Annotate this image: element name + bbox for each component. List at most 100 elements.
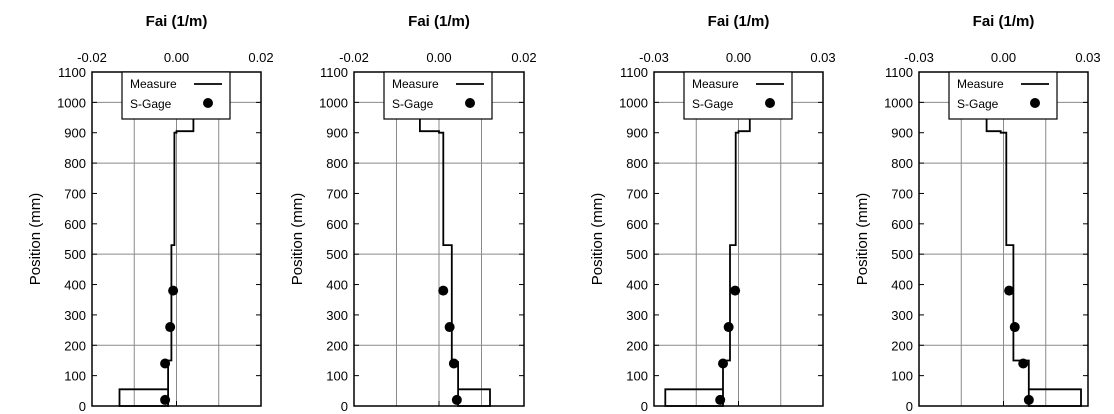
y-axis-title: Position (mm) xyxy=(27,193,44,286)
y-tick-label: 1100 xyxy=(885,65,913,80)
legend-label-measure: Measure xyxy=(692,77,739,91)
y-tick-label: 800 xyxy=(891,156,913,171)
legend-label-sgage: S-Gage xyxy=(957,97,999,111)
y-tick-label: 1000 xyxy=(884,95,913,110)
y-tick-label: 200 xyxy=(326,338,348,353)
legend: Measure S-Gage xyxy=(383,71,493,120)
series-sgage-point xyxy=(715,394,726,405)
y-tick-label: 200 xyxy=(626,338,648,353)
y-axis-title: Position (mm) xyxy=(589,193,606,286)
series-sgage-point xyxy=(723,322,734,333)
y-tick-label: 1000 xyxy=(57,95,86,110)
series-measure-line xyxy=(664,90,751,407)
legend-box xyxy=(683,71,793,120)
x-tick-label: -0.02 xyxy=(339,50,369,65)
legend: Measure S-Gage xyxy=(948,71,1058,120)
legend-label-sgage: S-Gage xyxy=(692,97,734,111)
legend-label-measure: Measure xyxy=(957,77,1004,91)
x-tick-label: -0.03 xyxy=(639,50,669,65)
series-sgage-point xyxy=(1004,285,1015,296)
y-tick-label: 300 xyxy=(326,308,348,323)
y-tick-label: 500 xyxy=(626,247,648,262)
y-tick-label: 1000 xyxy=(319,95,348,110)
legend-swatch-sgage xyxy=(1030,98,1040,108)
series-sgage-point xyxy=(1018,358,1029,369)
y-tick-label: 400 xyxy=(891,278,913,293)
y-tick-label: 0 xyxy=(641,399,648,414)
y-tick-label: 600 xyxy=(326,217,348,232)
y-tick-label: 0 xyxy=(341,399,348,414)
x-tick-label: 0.00 xyxy=(991,50,1016,65)
x-tick-label: -0.02 xyxy=(77,50,107,65)
y-tick-label: 400 xyxy=(626,278,648,293)
y-tick-label: 1000 xyxy=(619,95,648,110)
y-tick-label: 1100 xyxy=(320,65,348,80)
series-measure-line xyxy=(419,90,491,407)
y-tick-label: 300 xyxy=(891,308,913,323)
y-tick-label: 700 xyxy=(326,186,348,201)
x-axis-title: Fai (1/m) xyxy=(408,13,470,30)
series-sgage-point xyxy=(730,285,741,296)
y-tick-label: 100 xyxy=(64,369,86,384)
legend-label-measure: Measure xyxy=(130,77,177,91)
legend: Measure S-Gage xyxy=(683,71,793,120)
legend-label-measure: Measure xyxy=(392,77,439,91)
y-tick-label: 900 xyxy=(64,126,86,141)
y-tick-label: 400 xyxy=(326,278,348,293)
legend-box xyxy=(948,71,1058,120)
y-tick-label: 800 xyxy=(326,156,348,171)
legend-box xyxy=(121,71,231,120)
legend-label-sgage: S-Gage xyxy=(392,97,434,111)
series-sgage-point xyxy=(448,358,459,369)
y-tick-label: 600 xyxy=(891,217,913,232)
y-tick-label: 300 xyxy=(64,308,86,323)
chart-panel-4: 0 100 200 300 400 500 600 700 800 900 1000 1100-0.0… xyxy=(854,13,1101,414)
series-sgage-point xyxy=(1023,394,1034,405)
y-tick-label: 700 xyxy=(626,186,648,201)
y-tick-label: 1100 xyxy=(58,65,86,80)
legend-swatch-sgage xyxy=(465,98,475,108)
y-tick-label: 200 xyxy=(64,338,86,353)
chart-panel-3: 0 100 200 300 400 500 600 700 800 900 1000 1100-0.0… xyxy=(589,13,836,414)
x-tick-label: 0.00 xyxy=(726,50,751,65)
series-sgage-point xyxy=(444,322,455,333)
y-tick-label: 200 xyxy=(891,338,913,353)
series-sgage-point xyxy=(718,358,729,369)
x-axis-title: Fai (1/m) xyxy=(146,13,208,30)
y-tick-label: 500 xyxy=(64,247,86,262)
legend: Measure S-Gage xyxy=(121,71,231,120)
series-measure-line xyxy=(985,90,1082,407)
y-tick-label: 700 xyxy=(64,186,86,201)
y-tick-label: 800 xyxy=(626,156,648,171)
series-measure-line xyxy=(118,90,195,407)
y-tick-label: 600 xyxy=(64,217,86,232)
y-axis-title: Position (mm) xyxy=(854,193,871,286)
series-sgage-point xyxy=(160,358,171,369)
y-tick-label: 600 xyxy=(626,217,648,232)
legend-label-sgage: S-Gage xyxy=(130,97,172,111)
y-tick-label: 100 xyxy=(626,369,648,384)
y-tick-label: 900 xyxy=(326,126,348,141)
series-sgage-point xyxy=(165,322,176,333)
y-tick-label: 400 xyxy=(64,278,86,293)
series-sgage-point xyxy=(438,285,449,296)
x-axis-title: Fai (1/m) xyxy=(973,13,1035,30)
chart-panel-2: 0 100 200 300 400 500 600 700 800 900 1000 1100-0.0… xyxy=(289,13,537,414)
x-tick-label: 0.02 xyxy=(511,50,536,65)
series-sgage-point xyxy=(160,394,171,405)
y-tick-label: 300 xyxy=(626,308,648,323)
x-tick-label: 0.00 xyxy=(426,50,451,65)
chart-panel-1: 0 100 200 300 400 500 600 700 800 900 1000 1100-0.0… xyxy=(27,13,274,414)
y-tick-label: 900 xyxy=(891,126,913,141)
y-tick-label: 1100 xyxy=(620,65,648,80)
x-tick-label: 0.03 xyxy=(1075,50,1100,65)
y-tick-label: 500 xyxy=(326,247,348,262)
series-sgage-point xyxy=(1009,322,1020,333)
y-tick-label: 800 xyxy=(64,156,86,171)
y-tick-label: 500 xyxy=(891,247,913,262)
y-tick-label: 900 xyxy=(626,126,648,141)
x-tick-label: -0.03 xyxy=(904,50,934,65)
x-tick-label: 0.02 xyxy=(248,50,273,65)
y-tick-label: 700 xyxy=(891,186,913,201)
